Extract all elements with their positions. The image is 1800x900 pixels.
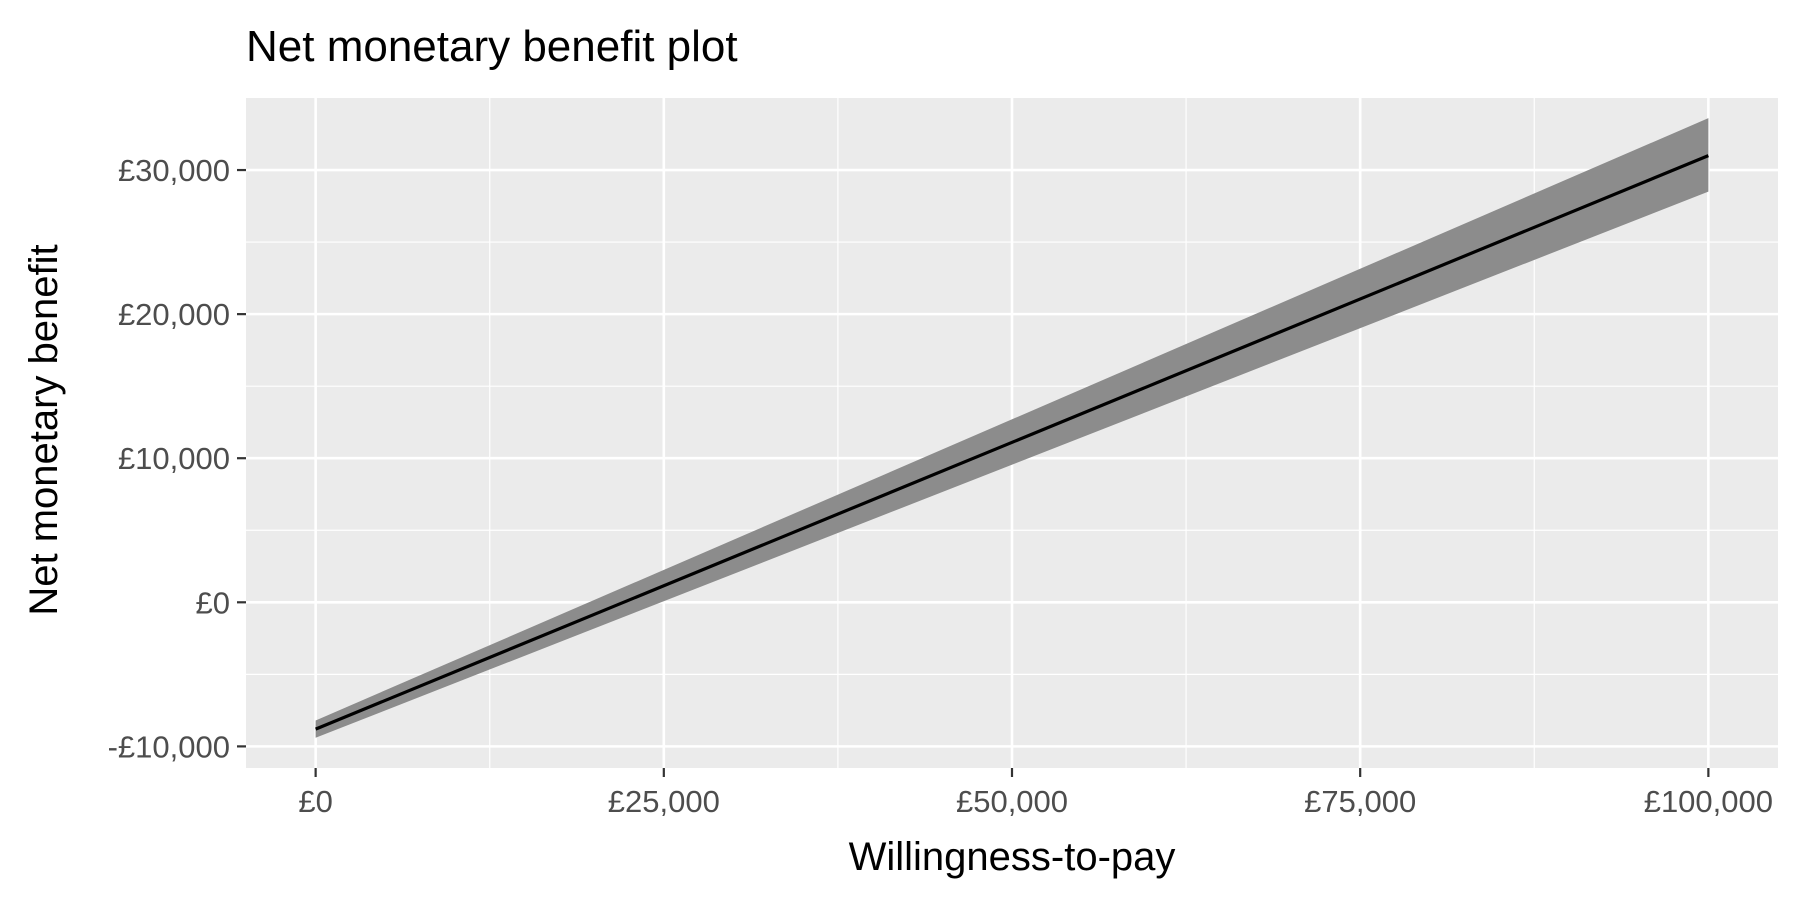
y-tick-label: £10,000 <box>118 441 230 476</box>
x-axis: £0 £25,000 £50,000 £75,000 £100,000 <box>298 768 1773 819</box>
y-tick-label: -£10,000 <box>108 729 230 764</box>
x-tick-label: £75,000 <box>1304 784 1416 819</box>
confidence-ribbon <box>315 118 1709 738</box>
series-lines <box>315 154 1709 731</box>
y-tick-label: £20,000 <box>118 297 230 332</box>
x-tick-label: £100,000 <box>1644 784 1773 819</box>
x-tick-label: £0 <box>298 784 332 819</box>
x-tick-label: £25,000 <box>608 784 720 819</box>
y-tick-label: £0 <box>196 585 230 620</box>
confidence-ribbons <box>315 118 1709 738</box>
x-axis-title: Willingness-to-pay <box>849 835 1176 879</box>
x-tick-label: £50,000 <box>956 784 1068 819</box>
series-line <box>315 154 1709 731</box>
y-axis-title: Net monetary benefit <box>22 244 66 615</box>
chart-title: Net monetary benefit plot <box>246 22 738 71</box>
y-axis: -£10,000 £0 £10,000 £20,000 £30,000 <box>108 153 246 764</box>
y-tick-label: £30,000 <box>118 153 230 188</box>
